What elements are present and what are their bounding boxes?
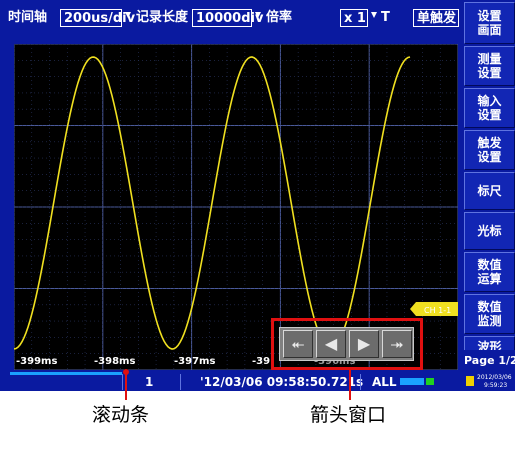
oscilloscope-screen: 时间轴 200us/div 记录长度 10000div 倍率 x 1 T 单触发… [0, 0, 515, 391]
record-length-dropdown-icon[interactable] [255, 12, 261, 18]
status-datetime: '12/03/06 09:58:50.721s [200, 375, 364, 389]
memory-icon [466, 376, 474, 386]
menu-label: 输入 [477, 94, 502, 108]
trigger-mode-select[interactable]: 单触发 [413, 9, 459, 27]
scroll-bar[interactable] [10, 372, 122, 375]
magnification-dropdown-icon[interactable] [371, 12, 377, 18]
page-indicator[interactable]: Page 1/2 [464, 350, 515, 372]
clock-area: 2012/03/06 9:59:23 [464, 373, 515, 391]
menu-label: 设置 [477, 150, 502, 164]
scrollbar-pointer-dot [123, 369, 129, 375]
timebase-label: 时间轴 [8, 10, 48, 25]
time-axis-label: -39 [252, 356, 270, 367]
fast-forward-button[interactable]: ⯮ [382, 330, 412, 358]
time-axis-label: -398ms [94, 356, 135, 367]
menu-scale[interactable]: 标尺 [464, 172, 515, 210]
menu-trigger-settings[interactable]: 触发 设置 [464, 130, 515, 170]
menu-label: 运算 [477, 272, 502, 286]
magnification-label: 倍率 [266, 10, 293, 25]
clock-date: 2012/03/06 [477, 374, 512, 381]
menu-label: 标尺 [477, 184, 502, 198]
menu-label: 设置 [477, 108, 502, 122]
timebase-select[interactable]: 200us/div [60, 9, 135, 27]
status-indicator-icon [426, 378, 434, 385]
menu-label: 数值 [477, 258, 502, 272]
menu-label: 监测 [477, 314, 502, 328]
scrollbar-pointer-line [125, 372, 127, 400]
menu-label: 测量 [477, 52, 502, 66]
record-length-select[interactable]: 10000div [192, 9, 263, 27]
timebase-dropdown-icon[interactable] [125, 12, 131, 18]
time-axis-label: -396ms [314, 356, 355, 367]
menu-display-settings[interactable]: 设置 画面 [464, 2, 515, 44]
magnification-select[interactable]: x 1 [340, 9, 368, 27]
status-channel: 1 [145, 375, 154, 389]
channel-marker-icon[interactable] [410, 302, 458, 316]
menu-label: 画面 [477, 23, 502, 37]
menu-label: 设置 [477, 9, 502, 23]
scrollbar-annotation: 滚动条 [92, 404, 150, 426]
fast-rewind-button[interactable]: ⯬ [283, 330, 313, 358]
vertical-scale-bar [0, 36, 14, 370]
time-axis-label: -399ms [16, 356, 57, 367]
menu-input-settings[interactable]: 输入 设置 [464, 88, 515, 128]
clock-time: 9:59:23 [484, 382, 508, 389]
arrow-window-annotation: 箭头窗口 [310, 404, 387, 426]
trigger-mark: T [381, 10, 390, 25]
waveform-display: CH 1-1 -399ms -398ms -397ms -39 -396ms [14, 44, 458, 370]
channel-label: CH 1-1 [424, 306, 451, 315]
separator [180, 374, 181, 390]
menu-numeric-monitor[interactable]: 数值 监测 [464, 294, 515, 334]
menu-label: 设置 [477, 66, 502, 80]
menu-label: 光标 [477, 224, 502, 238]
status-indicator-icon [400, 378, 424, 385]
menu-numeric-calc[interactable]: 数值 运算 [464, 252, 515, 292]
time-axis-label: -397ms [174, 356, 215, 367]
step-back-button[interactable]: ◀ [316, 330, 346, 358]
menu-label: 触发 [477, 136, 502, 150]
status-display-mode: ALL [372, 375, 397, 389]
menu-cursor[interactable]: 光标 [464, 212, 515, 250]
arrow-window-pointer-line [349, 370, 351, 400]
top-toolbar: 时间轴 200us/div 记录长度 10000div 倍率 x 1 T 单触发 [0, 0, 462, 36]
status-bar: 1 '12/03/06 09:58:50.721s ALL [0, 372, 462, 391]
arrow-button-group: ⯬ ◀ ▶ ⯮ [279, 327, 414, 361]
menu-label: 数值 [477, 300, 502, 314]
menu-measure-settings[interactable]: 测量 设置 [464, 46, 515, 86]
separator [360, 374, 361, 390]
record-length-label: 记录长度 [136, 10, 189, 25]
arrow-window: ⯬ ◀ ▶ ⯮ [271, 318, 423, 370]
separator [122, 374, 123, 390]
step-forward-button[interactable]: ▶ [349, 330, 379, 358]
